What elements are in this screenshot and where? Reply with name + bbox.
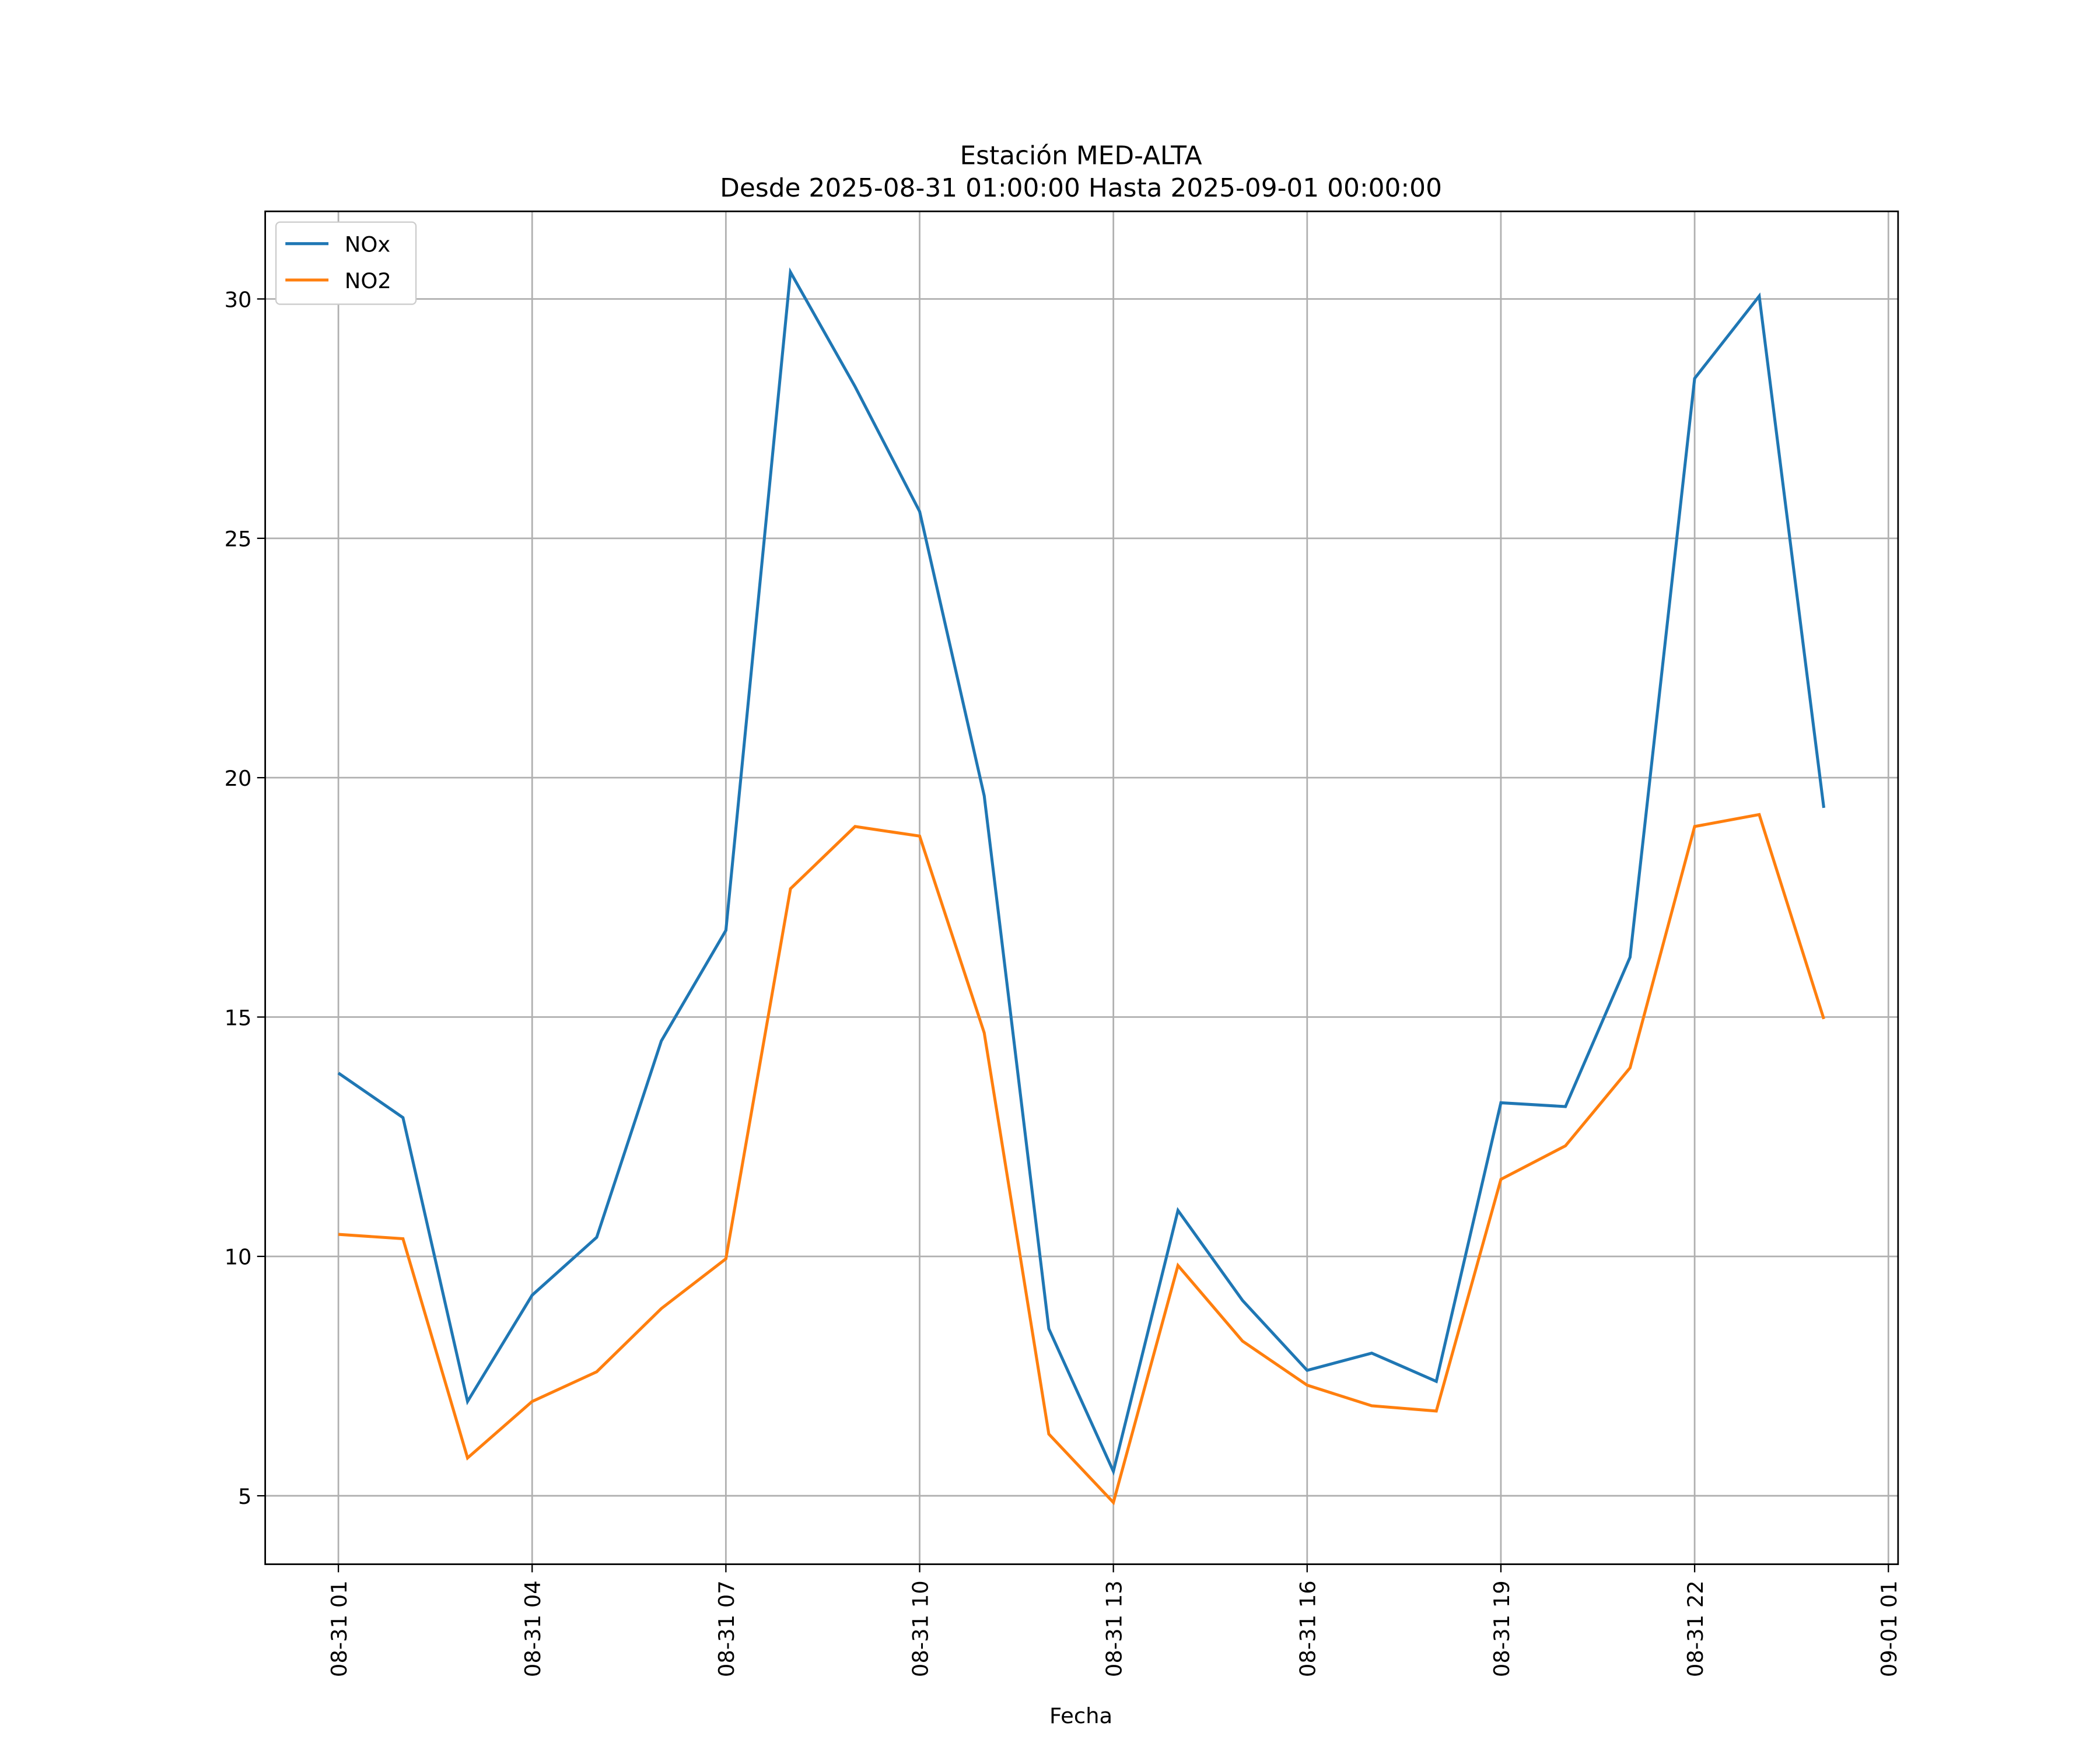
y-tick-label: 25: [225, 527, 252, 552]
y-tick-label: 10: [225, 1245, 252, 1270]
chart-title: Estación MED-ALTA: [960, 141, 1202, 171]
x-tick-label: 08-31 10: [908, 1580, 933, 1677]
series-line-nox: [337, 267, 1826, 1476]
legend-label: NO2: [345, 268, 391, 293]
axis-ticks: 08-31 01 08-31 04 08-31 07 08-31 10 08-31 13…: [225, 287, 1902, 1677]
x-tick-label: 08-31 22: [1683, 1580, 1708, 1677]
x-tick-label: 09-01 01: [1877, 1580, 1902, 1677]
plot-frame: [264, 210, 1899, 1565]
x-tick-label: 08-31 07: [714, 1580, 739, 1677]
grid: [265, 211, 1898, 1564]
x-tick-label: 08-31 19: [1489, 1580, 1514, 1677]
x-tick-label: 08-31 16: [1296, 1580, 1321, 1677]
x-tick-label: 08-31 04: [520, 1580, 545, 1677]
y-tick-label: 20: [225, 766, 252, 791]
x-tick-label: 08-31 01: [327, 1580, 352, 1677]
legend: NOx NO2: [275, 221, 417, 305]
series-lines: [337, 267, 1826, 1506]
legend-label: NOx: [345, 232, 391, 257]
x-tick-label: 08-31 13: [1102, 1580, 1127, 1677]
x-axis-label: Fecha: [1049, 1703, 1112, 1728]
chart-subtitle: Desde 2025-08-31 01:00:00 Hasta 2025-09-…: [720, 173, 1442, 203]
y-tick-label: 15: [225, 1005, 252, 1030]
y-tick-label: 5: [238, 1484, 251, 1509]
y-tick-label: 30: [225, 287, 252, 312]
series-line-no2: [338, 813, 1825, 1506]
